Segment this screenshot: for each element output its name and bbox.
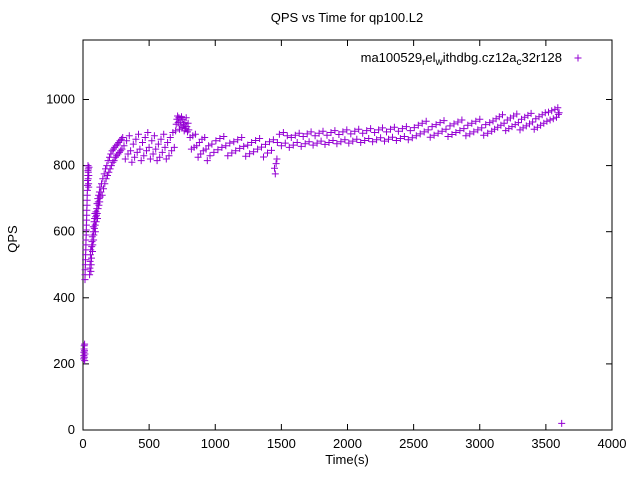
chart-title: QPS vs Time for qp100.L2 [271, 10, 423, 25]
x-axis-label: Time(s) [325, 452, 369, 467]
tick-label: 1000 [46, 91, 75, 106]
tick-label: 800 [53, 158, 75, 173]
tick-label: 1000 [201, 436, 230, 451]
series-points [80, 104, 566, 427]
axis-ticks: 0 500 1000 1500 2000 2500 3000 3500 4000 0 200 400 6… [46, 40, 626, 451]
tick-label: 2500 [399, 436, 428, 451]
tick-label: 1500 [267, 436, 296, 451]
tick-label: 3500 [531, 436, 560, 451]
tick-label: 2000 [333, 436, 362, 451]
tick-label: 200 [53, 356, 75, 371]
data-points [80, 104, 566, 427]
tick-label: 600 [53, 224, 75, 239]
tick-label: 3000 [465, 436, 494, 451]
tick-label: 500 [138, 436, 160, 451]
legend-label: ma100529relwithdbg.cz12ac32r128 [361, 50, 562, 68]
plot-border [82, 39, 613, 431]
tick-label: 4000 [598, 436, 627, 451]
tick-label: 0 [68, 422, 75, 437]
tick-label: 0 [79, 436, 86, 451]
y-axis-label: QPS [5, 225, 20, 253]
tick-label: 400 [53, 290, 75, 305]
legend-marker-plus-icon [574, 54, 582, 62]
legend: ma100529relwithdbg.cz12ac32r128 [361, 50, 582, 68]
